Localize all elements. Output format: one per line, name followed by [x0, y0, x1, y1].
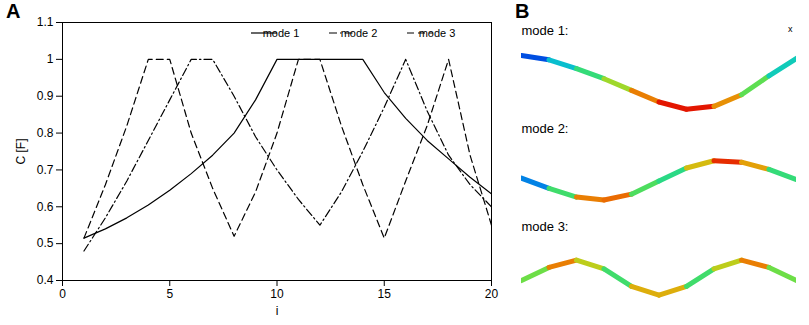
svg-text:5: 5: [166, 287, 173, 301]
svg-text:x: x: [788, 24, 793, 34]
svg-text:mode 3: mode 3: [419, 27, 456, 39]
svg-text:mode 3:: mode 3:: [522, 219, 569, 234]
svg-text:mode 1:: mode 1:: [522, 23, 569, 38]
svg-text:10: 10: [270, 287, 284, 301]
svg-text:0.8: 0.8: [37, 126, 54, 140]
svg-text:0.9: 0.9: [37, 89, 54, 103]
svg-text:i: i: [276, 304, 279, 318]
svg-text:1: 1: [47, 52, 54, 66]
svg-text:mode 2:: mode 2:: [522, 121, 569, 136]
svg-text:mode 2: mode 2: [341, 27, 378, 39]
svg-text:mode 1: mode 1: [263, 27, 300, 39]
svg-text:1.1: 1.1: [37, 15, 54, 29]
svg-text:0.4: 0.4: [37, 273, 54, 287]
svg-text:0.5: 0.5: [37, 236, 54, 250]
svg-text:C [F]: C [F]: [14, 139, 28, 165]
html-text:B: B: [515, 0, 530, 22]
svg-text:20: 20: [485, 287, 499, 301]
svg-text:15: 15: [378, 287, 392, 301]
svg-text:0.6: 0.6: [37, 200, 54, 214]
svg-text:0.7: 0.7: [37, 163, 54, 177]
html-text:A: A: [6, 0, 21, 22]
svg-text:0: 0: [59, 287, 66, 301]
